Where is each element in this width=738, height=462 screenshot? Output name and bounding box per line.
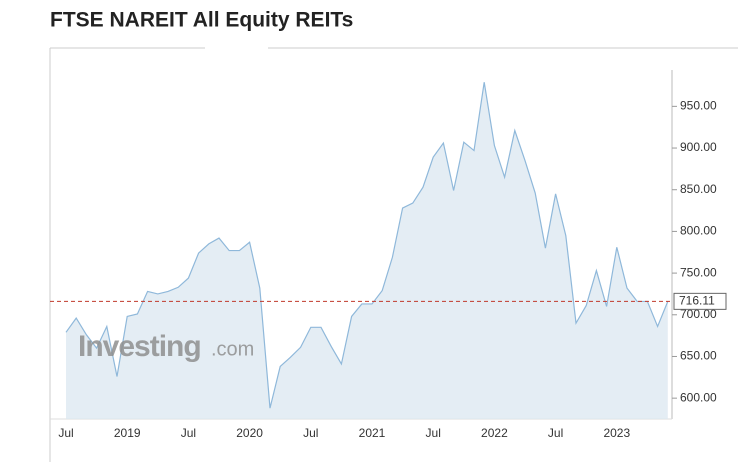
x-tick-label: 2020	[236, 426, 263, 440]
x-tick-label: Jul	[426, 426, 441, 440]
x-tick-label: Jul	[58, 426, 73, 440]
plot: 600.00 650.00 700.00 750.00 800.00 850.00 900.…	[50, 70, 727, 440]
x-tick-label: Jul	[181, 426, 196, 440]
x-tick-label: Jul	[303, 426, 318, 440]
area	[66, 82, 668, 419]
watermark-brand: Investing	[78, 330, 201, 363]
x-tick-label: 2023	[603, 426, 630, 440]
chart-title: FTSE NAREIT All Equity REITs	[50, 9, 353, 32]
line	[65, 82, 669, 409]
y-tick-label: 650.00	[680, 349, 717, 363]
current-value-box	[673, 292, 727, 310]
watermark-suffix: .com	[211, 338, 254, 360]
y-tick-label: 800.00	[680, 224, 717, 238]
y-tick-label: 750.00	[680, 265, 717, 279]
y-tick-label: 850.00	[680, 182, 717, 196]
y-tick-label: 900.00	[680, 140, 717, 154]
current-value-label: 716.11	[679, 294, 715, 308]
x-tick-label: 2019	[114, 426, 141, 440]
x-tick-label: 2021	[359, 426, 386, 440]
x-tick-label: 2022	[481, 426, 508, 440]
y-tick-label: 950.00	[680, 99, 717, 113]
y-tick-label: 600.00	[680, 390, 717, 404]
x-tick-label: Jul	[548, 426, 563, 440]
y-tick-label: 700.00	[680, 307, 717, 321]
